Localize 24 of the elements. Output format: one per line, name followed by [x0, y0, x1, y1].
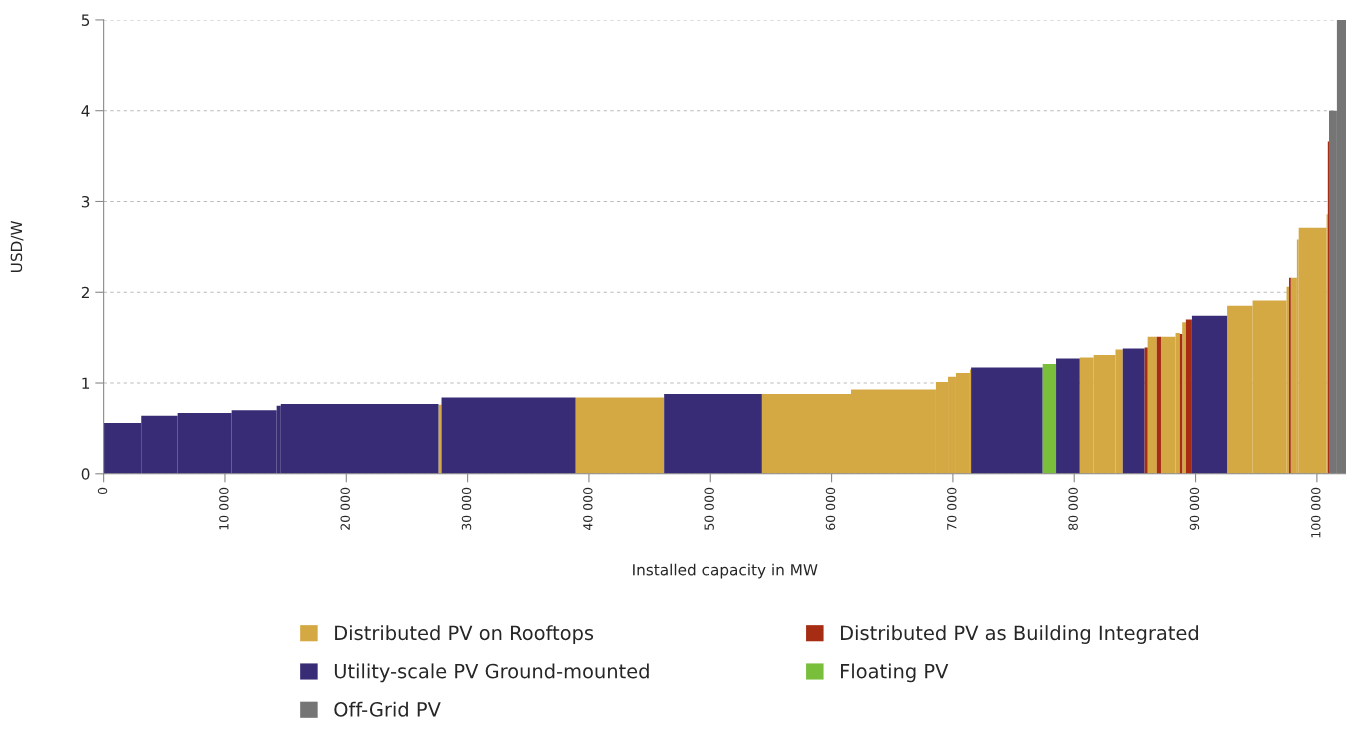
legend-label: Distributed PV on Rooftops: [335, 625, 594, 644]
x-tick-label: 40 000: [583, 487, 593, 531]
x-tick-label: 50 000: [704, 487, 714, 530]
legend-label: Utility-scale PV Ground-mounted: [334, 663, 649, 683]
y-axis-title: USD/W: [10, 220, 24, 272]
x-tick-label: 30 000: [461, 487, 472, 530]
x-tick-label: 10 000: [219, 487, 229, 530]
legend-label: Off-Grid PV: [334, 701, 441, 717]
legend-label: Distributed PV as Building Integrated: [841, 625, 1198, 644]
y-tick-label: 3: [81, 195, 90, 208]
y-tick-label: 2: [81, 286, 89, 299]
x-tick-label: 70 000: [947, 487, 957, 530]
legend-label: Floating PV: [841, 663, 949, 683]
x-axis-title: Installed capacity in MW: [633, 563, 818, 579]
x-tick-label: 20 000: [340, 487, 350, 530]
y-tick-label: 1: [82, 377, 90, 389]
x-tick-label: 80 000: [1068, 487, 1078, 530]
y-tick-label: 4: [81, 105, 90, 117]
y-tick-label: 5: [81, 14, 90, 26]
x-tick-label: 60 000: [825, 487, 836, 530]
x-tick-label: 0: [97, 487, 108, 495]
y-tick-label: 0: [81, 468, 90, 480]
x-tick-label: 100 000: [1311, 487, 1321, 538]
x-tick-label: 90 000: [1189, 487, 1200, 530]
